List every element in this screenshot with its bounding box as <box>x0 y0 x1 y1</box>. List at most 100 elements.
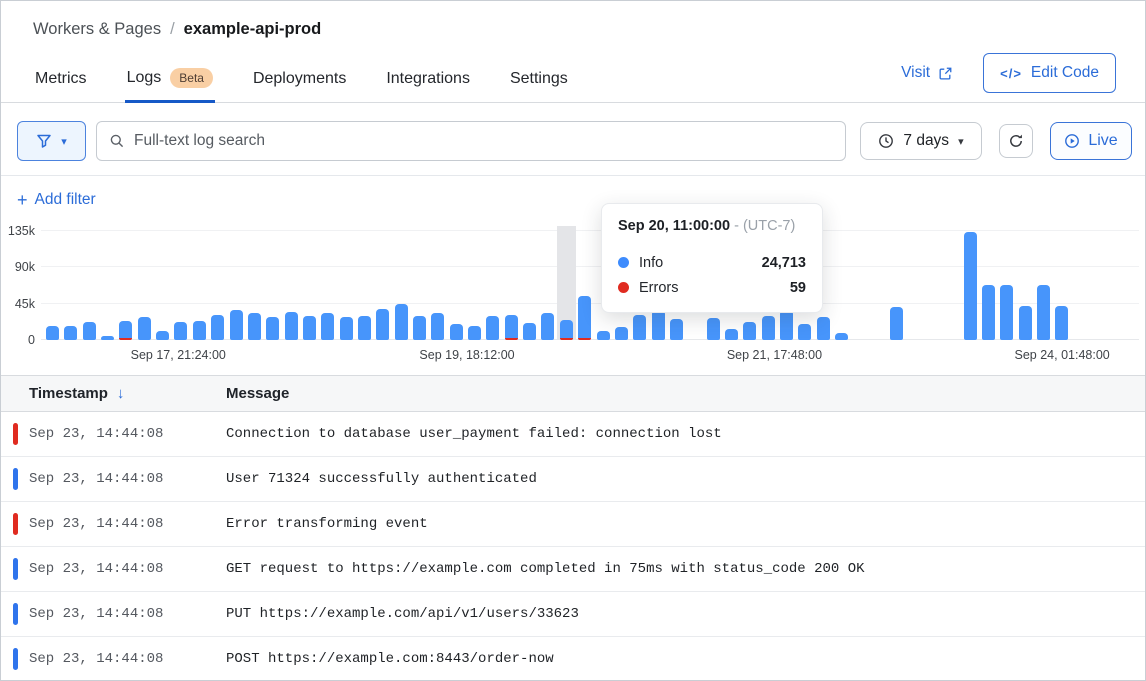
edit-code-label: Edit Code <box>1030 64 1099 81</box>
tab-settings[interactable]: Settings <box>508 60 570 103</box>
chart-bar[interactable] <box>394 303 408 340</box>
chart-bar[interactable] <box>523 323 537 340</box>
chart-bar[interactable] <box>431 312 445 340</box>
sort-descending-icon[interactable]: ↓ <box>116 385 125 402</box>
tooltip-timezone: - (UTC-7) <box>734 218 796 234</box>
table-row[interactable]: Sep 23, 14:44:08 POST https://example.com… <box>1 637 1145 680</box>
chart-bar[interactable] <box>743 322 757 340</box>
table-row[interactable]: Sep 23, 14:44:08 Error transforming event <box>1 502 1145 547</box>
x-axis-tick-label: Sep 21, 17:48:00 <box>726 348 823 362</box>
chart-bar[interactable] <box>357 315 371 340</box>
breadcrumb-current-project: example-api-prod <box>183 20 322 38</box>
chart-bar[interactable] <box>596 331 610 340</box>
search-icon <box>109 133 125 149</box>
chart-bar[interactable] <box>559 320 573 340</box>
breadcrumb-workers-pages[interactable]: Workers & Pages <box>33 20 162 38</box>
table-row[interactable]: Sep 23, 14:44:08 GET request to https://e… <box>1 547 1145 592</box>
search-input[interactable] <box>134 132 833 150</box>
tab-deployments[interactable]: Deployments <box>251 60 348 103</box>
chart-bar[interactable] <box>486 315 500 340</box>
chart-bar[interactable] <box>651 310 665 340</box>
tab-integrations[interactable]: Integrations <box>384 60 472 103</box>
tab-label: Metrics <box>35 70 87 87</box>
chart-bar[interactable] <box>1000 285 1014 340</box>
chart-bar[interactable] <box>798 323 812 340</box>
tab-actions: Visit </> Edit Code <box>901 53 1116 102</box>
chart-bar[interactable] <box>64 326 78 340</box>
live-button[interactable]: Live <box>1050 122 1132 160</box>
chart-bar[interactable] <box>669 319 683 340</box>
chart-bar[interactable] <box>82 322 96 340</box>
chart-bar[interactable] <box>101 335 115 340</box>
chart-bar[interactable] <box>1018 306 1032 340</box>
chart-bar[interactable] <box>835 332 849 340</box>
tooltip-row-info: Info 24,713 <box>618 250 806 275</box>
chart-bar[interactable] <box>156 331 170 340</box>
chart-bar[interactable] <box>174 322 188 340</box>
edit-code-button[interactable]: </> Edit Code <box>983 53 1116 93</box>
search-box[interactable] <box>96 121 846 161</box>
chart-bar[interactable] <box>706 318 720 340</box>
chart-bar[interactable] <box>761 315 775 340</box>
message-cell: POST https://example.com:8443/order-now <box>226 651 554 667</box>
message-cell: Error transforming event <box>226 516 428 532</box>
chart-bar[interactable] <box>192 320 206 340</box>
chart-bar[interactable] <box>321 312 335 340</box>
plus-icon: + <box>17 190 28 210</box>
visit-link[interactable]: Visit <box>901 64 953 82</box>
chart-bar[interactable] <box>46 326 59 340</box>
refresh-button[interactable] <box>999 124 1033 158</box>
chart-bar[interactable] <box>229 310 243 340</box>
filter-dropdown-button[interactable]: ▾ <box>17 121 86 161</box>
chart-bar-error-segment <box>559 338 573 340</box>
x-axis-tick-label: Sep 19, 18:12:00 <box>419 348 515 362</box>
chart-bar[interactable] <box>468 326 482 340</box>
chart-bar[interactable] <box>211 314 225 340</box>
chart-bar[interactable] <box>963 231 977 340</box>
chart-bar[interactable] <box>284 311 298 340</box>
chart-bar[interactable] <box>541 312 555 340</box>
chart-y-axis: 135k 90k 45k 0 <box>1 224 35 347</box>
chart-bar[interactable] <box>890 306 904 340</box>
chart-bar[interactable] <box>339 317 353 340</box>
chart-bar[interactable] <box>780 310 793 340</box>
table-body: Sep 23, 14:44:08 Connection to database u… <box>1 412 1145 680</box>
y-axis-tick-label: 0 <box>28 333 35 347</box>
chart-bar[interactable] <box>981 285 995 340</box>
message-cell: GET request to https://example.com compl… <box>226 561 865 577</box>
chart-bar[interactable] <box>504 314 518 340</box>
tab-metrics[interactable]: Metrics <box>33 60 89 103</box>
chart-bar[interactable] <box>578 296 592 340</box>
log-level-indicator <box>13 603 18 625</box>
tab-label: Deployments <box>252 70 347 87</box>
chart-bar[interactable] <box>1055 306 1069 340</box>
tab-logs[interactable]: Logs Beta <box>124 58 215 103</box>
chart-bar[interactable] <box>816 317 830 340</box>
chart-bar[interactable] <box>119 321 133 340</box>
chart-bar[interactable] <box>449 323 463 340</box>
chart-bar[interactable] <box>137 317 151 340</box>
table-row[interactable]: Sep 23, 14:44:08 Connection to database u… <box>1 412 1145 457</box>
log-level-indicator <box>13 423 18 445</box>
chart-plot[interactable]: Sep 17, 21:24:00 Sep 19, 18:12:00 Sep 21, … <box>41 226 1139 362</box>
chart-bar[interactable] <box>247 312 261 340</box>
x-axis-tick-label: Sep 24, 01:48:00 <box>1014 348 1110 362</box>
tooltip-series-label: Errors <box>639 279 679 296</box>
chart-bar[interactable] <box>302 315 316 340</box>
chevron-down-icon: ▾ <box>958 135 964 148</box>
add-filter-button[interactable]: + Add filter <box>17 191 96 209</box>
table-row[interactable]: Sep 23, 14:44:08 User 71324 successfully … <box>1 457 1145 502</box>
chart-bar[interactable] <box>413 315 426 340</box>
chart-bar[interactable] <box>1036 285 1050 340</box>
table-row[interactable]: Sep 23, 14:44:08 PUT https://example.com/… <box>1 592 1145 637</box>
chart-bar[interactable] <box>376 309 390 340</box>
chart-bar[interactable] <box>266 317 280 340</box>
chart-bar[interactable] <box>724 328 738 340</box>
chart-bar[interactable] <box>614 327 628 340</box>
chart-bar[interactable] <box>633 314 647 340</box>
message-cell: Connection to database user_payment fail… <box>226 426 722 442</box>
errors-dot-icon <box>618 282 629 293</box>
message-column-header: Message <box>226 385 290 402</box>
time-range-dropdown[interactable]: 7 days ▾ <box>860 122 982 160</box>
